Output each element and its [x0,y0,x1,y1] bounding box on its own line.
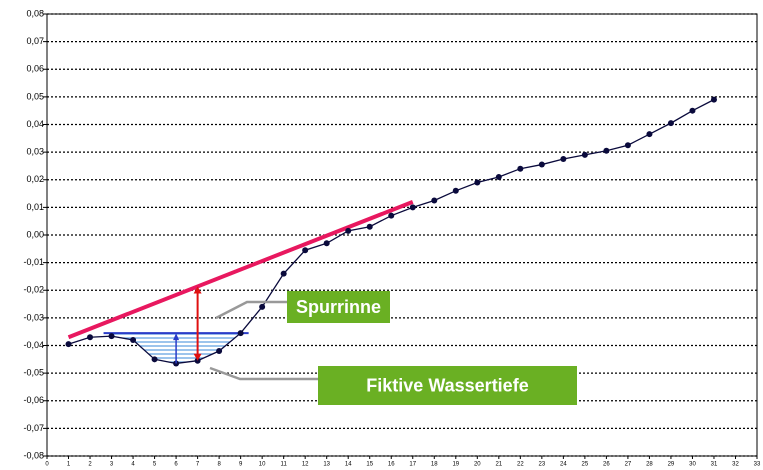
x-tick-label: 8 [217,462,221,468]
y-tick-label: 0,07 [26,36,44,46]
data-point [431,197,437,203]
x-tick-label: 21 [495,462,502,468]
y-tick-label: 0,01 [26,202,44,212]
x-tick-label: 4 [131,462,135,468]
x-tick-label: 27 [625,462,632,468]
x-tick-label: 14 [345,462,352,468]
y-tick-label: 0,08 [26,8,44,18]
x-tick-label: 24 [560,462,567,468]
x-tick-label: 15 [366,462,373,468]
data-point [238,330,244,336]
data-point [259,304,265,310]
data-point [87,334,93,340]
x-tick-label: 31 [711,462,718,468]
data-point [453,188,459,194]
data-point [345,228,351,234]
y-tick-label: -0,02 [23,285,44,295]
x-tick-label: 28 [646,462,653,468]
page: -0,08 -0,07 -0,06 -0,05 -0,04 -0,03 -0,02 -0,01… [0,0,763,470]
data-point [625,142,631,148]
x-tick-label: 22 [517,462,524,468]
data-point [281,271,287,277]
x-tick-label: 33 [754,462,761,468]
x-tick-label: 5 [153,462,157,468]
y-tick-label: -0,04 [23,340,44,350]
y-tick-label: -0,07 [23,423,44,433]
x-tick-label: 7 [196,462,200,468]
x-tick-label: 17 [409,462,416,468]
data-point [410,204,416,210]
data-point [689,108,695,114]
data-point [109,333,115,339]
x-tick-label: 1 [67,462,71,468]
y-tick-label: -0,05 [23,368,44,378]
x-tick-label: 18 [431,462,438,468]
x-tick-label: 9 [239,462,243,468]
x-tick-label: 23 [539,462,546,468]
x-tick-label: 11 [281,462,288,468]
x-tick-label: 2 [88,462,92,468]
y-tick-label: -0,06 [23,395,44,405]
leader-line [216,302,287,318]
annotation-text: Fiktive Wassertiefe [366,375,528,395]
data-point [130,337,136,343]
y-tick-label: -0,01 [23,257,44,267]
chart: -0,08 -0,07 -0,06 -0,05 -0,04 -0,03 -0,02 -0,01… [0,0,763,470]
x-tick-label: 10 [259,462,266,468]
x-tick-label: 26 [603,462,610,468]
data-point [603,148,609,154]
y-tick-label: 0,03 [26,147,44,157]
x-tick-label: 13 [323,462,330,468]
data-point [668,120,674,126]
data-point [496,174,502,180]
data-point [517,166,523,172]
data-point [324,240,330,246]
y-tick-label: -0,08 [23,450,44,460]
y-tick-label: 0,06 [26,64,44,74]
data-point [560,156,566,162]
data-point [711,97,717,103]
x-tick-label: 20 [474,462,481,468]
data-point [646,131,652,137]
y-tick-label: -0,03 [23,312,44,322]
annotation-text: Spurrinne [296,297,381,317]
series-line [69,100,714,364]
y-tick-label: 0,05 [26,91,44,101]
x-tick-label: 25 [582,462,589,468]
data-point [152,356,158,362]
data-point [539,162,545,168]
data-point [66,341,72,347]
data-point [367,224,373,230]
x-tick-label: 19 [452,462,459,468]
x-tick-label: 3 [110,462,114,468]
data-point [216,348,222,354]
data-point [474,180,480,186]
data-point [302,247,308,253]
x-tick-label: 16 [388,462,395,468]
x-tick-label: 30 [689,462,696,468]
x-tick-label: 0 [45,462,49,468]
x-tick-label: 12 [302,462,309,468]
y-tick-label: 0,00 [26,229,44,239]
x-tick-label: 6 [174,462,178,468]
data-point [388,213,394,219]
x-tick-label: 29 [668,462,675,468]
y-tick-label: 0,04 [26,119,44,129]
data-point [582,152,588,158]
y-tick-label: 0,02 [26,174,44,184]
x-tick-label: 32 [732,462,739,468]
